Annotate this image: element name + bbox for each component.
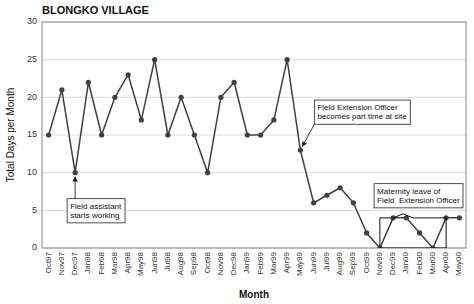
x-tick-label: Aug99	[335, 251, 344, 275]
line	[49, 60, 460, 248]
annotation-box	[374, 184, 463, 208]
plot-area	[42, 22, 466, 248]
annotation-line: Field assistant	[70, 202, 122, 211]
point	[364, 230, 369, 235]
x-tick-label: Oct97	[44, 251, 53, 273]
annotation: Field Extension Officerbecomes part time…	[302, 100, 410, 146]
x-tick-label: Jun99	[309, 251, 318, 273]
x-tick-label: May00	[454, 251, 463, 276]
x-tick-label: Jul99	[322, 251, 331, 271]
point	[73, 170, 78, 175]
point	[324, 193, 329, 198]
point	[218, 95, 223, 100]
point	[258, 132, 263, 137]
annotation-line: Maternity leave of	[377, 187, 441, 196]
annotation: Maternity leave ofField Extension Office…	[374, 184, 463, 208]
chart: 0 5 10 15 20 25 30 Oct97 Nov97 Dec97 Jan98 Feb98 Mar…	[0, 0, 474, 304]
x-tick-label: Feb98	[97, 251, 106, 274]
point	[338, 185, 343, 190]
point	[245, 132, 250, 137]
point	[165, 132, 170, 137]
x-tick-label: Nov97	[57, 251, 66, 275]
point	[205, 170, 210, 175]
x-tick-label: Aug98	[176, 251, 185, 275]
x-tick-label: Sep98	[189, 251, 198, 275]
y-tick-label: 10	[27, 167, 37, 177]
annotation-line: becomes part time at site	[317, 112, 407, 121]
x-tick-label: Apr00	[441, 251, 450, 273]
x-tick-label: Jul98	[163, 251, 172, 271]
point	[457, 215, 462, 220]
point	[46, 132, 51, 137]
x-axis-label: Month	[239, 289, 269, 300]
grid-line	[42, 172, 466, 173]
x-tick-label: May98	[136, 251, 145, 276]
point	[271, 117, 276, 122]
x-tick-label: Mar99	[269, 251, 278, 274]
point	[112, 95, 117, 100]
point	[285, 57, 290, 62]
x-tick-label: Nov99	[375, 251, 384, 275]
annotation-arrow	[75, 177, 76, 199]
point	[179, 95, 184, 100]
x-tick-label: Oct98	[203, 251, 212, 273]
annotation-line: Field Extension Officer	[317, 103, 398, 112]
point	[351, 200, 356, 205]
x-tick-label: May99	[295, 251, 304, 276]
x-tick-label: Mar00	[428, 251, 437, 274]
point	[232, 80, 237, 85]
data-group	[46, 57, 462, 248]
point	[59, 87, 64, 92]
point	[99, 132, 104, 137]
x-tick-label: Nov98	[216, 251, 225, 275]
x-tick-label: Sep99	[348, 251, 357, 275]
x-tick-label: Dec98	[229, 251, 238, 275]
x-tick-label: Jun98	[150, 251, 159, 273]
point	[417, 230, 422, 235]
annotation-text: Maternity leave ofField Extension Office…	[377, 187, 460, 205]
point	[139, 117, 144, 122]
x-tick-label: Jan99	[242, 251, 251, 273]
y-tick-label: 30	[27, 16, 37, 26]
point	[152, 57, 157, 62]
x-tick-label: Jan00	[401, 251, 410, 273]
y-tick-label: 25	[27, 54, 37, 64]
x-tick-label: Feb00	[415, 251, 424, 274]
annotation-line: starts working	[70, 211, 119, 220]
bracket	[380, 214, 446, 248]
x-tick-label: Apr99	[282, 251, 291, 273]
y-tick-label: 15	[27, 129, 37, 139]
annotation-arrow	[302, 124, 314, 146]
x-tick-label: Oct99	[362, 251, 371, 273]
annotation-line: Field Extension Officer	[377, 196, 460, 205]
point	[126, 72, 131, 77]
x-tick-label: Jan98	[83, 251, 92, 273]
point	[86, 80, 91, 85]
annotation-text: Field assistantstarts working	[70, 202, 122, 220]
annotation: Field assistantstarts working	[67, 177, 125, 223]
y-tick-label: 0	[32, 242, 37, 252]
y-tick-label: 20	[27, 92, 37, 102]
x-tick-label: Dec99	[388, 251, 397, 275]
grid-line	[42, 59, 466, 60]
annotation-box	[67, 199, 125, 223]
x-tick-label: Dec97	[70, 251, 79, 275]
point	[298, 147, 303, 152]
point	[311, 200, 316, 205]
y-axis-label: Total Days per Month	[5, 88, 16, 183]
x-tick-label: Apr98	[123, 251, 132, 273]
title: BLONGKO VILLAGE	[42, 4, 149, 16]
annotation-box	[314, 100, 410, 124]
y-tick-label: 5	[32, 205, 37, 215]
grid-line	[42, 97, 466, 98]
annotations: Field assistantstarts working Field Exten…	[67, 100, 463, 223]
x-tick-label: Mar98	[110, 251, 119, 274]
point	[192, 132, 197, 137]
plot-frame	[42, 22, 466, 248]
x-tick-label: Feb99	[256, 251, 265, 274]
annotation-text: Field Extension Officerbecomes part time…	[317, 103, 407, 121]
